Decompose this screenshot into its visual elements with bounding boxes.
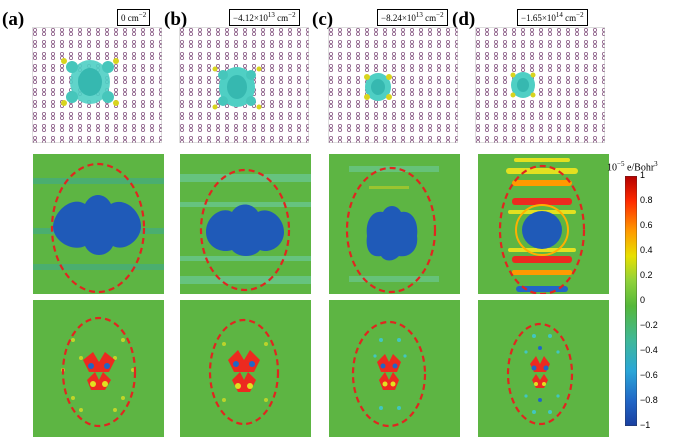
panel-label-b: (b) xyxy=(164,9,188,30)
concentration-exponent: −2 xyxy=(138,11,147,19)
concentration-unit-exponent: −2 xyxy=(436,11,444,19)
dots xyxy=(222,342,268,402)
panel-frame xyxy=(179,27,309,143)
density-map-d xyxy=(478,154,609,294)
panel-label-c: (c) xyxy=(312,9,334,30)
charge-isosurface xyxy=(364,73,392,101)
panel-frame xyxy=(475,27,605,143)
charge-redistribution xyxy=(83,352,115,390)
concentration-unit: cm xyxy=(274,13,289,23)
charge-isosurface xyxy=(212,66,262,110)
lattice-background xyxy=(475,27,605,143)
concentration-unit: cm xyxy=(562,13,577,23)
colorbar xyxy=(625,176,637,426)
panel-label-a: (a) xyxy=(2,9,25,30)
stripes xyxy=(180,174,311,284)
dots xyxy=(373,338,407,410)
concentration-unit-exponent: −2 xyxy=(288,11,296,19)
concentration-box-d: −1.65×1014 cm−2 xyxy=(517,9,588,26)
density-map-c xyxy=(329,154,460,294)
lattice-panel-a xyxy=(32,27,162,143)
density-blob xyxy=(366,206,418,261)
colorbar-tick-label: 0.2 xyxy=(640,270,653,280)
charge-redistribution xyxy=(530,346,550,402)
colorbar-tick-label: 0.8 xyxy=(640,195,653,205)
colorbar-gradient xyxy=(625,176,637,426)
dashed-ellipse xyxy=(345,166,437,294)
charge-redistribution xyxy=(228,350,260,392)
density-map-a xyxy=(33,154,164,294)
charge-isosurface xyxy=(61,58,119,106)
difference-map-c xyxy=(329,300,460,437)
density-blob xyxy=(53,195,141,255)
dashed-ellipse xyxy=(61,316,137,428)
density-map-b xyxy=(180,154,311,294)
difference-map-b xyxy=(180,300,311,437)
concentration-box-a: 0 cm−2 xyxy=(117,9,151,26)
colorbar-tick-label: 0.6 xyxy=(640,220,653,230)
colorbar-tick-label: −0.4 xyxy=(640,345,658,355)
panel-frame xyxy=(328,27,458,143)
concentration-value: −8.24×10 xyxy=(381,13,416,23)
colorbar-title-unit-exponent: 3 xyxy=(654,160,658,168)
lattice-panel-c xyxy=(328,27,458,143)
panel-frame xyxy=(32,27,162,143)
difference-map-d xyxy=(478,300,609,437)
density-blob xyxy=(522,211,562,249)
lattice-panel-b xyxy=(179,27,309,143)
concentration-value: −1.65×10 xyxy=(521,13,556,23)
concentration-exponent: 13 xyxy=(415,11,423,19)
concentration-value: 0 cm xyxy=(121,13,139,23)
density-blob xyxy=(206,204,284,256)
colorbar-tick-label: 0 xyxy=(640,295,646,305)
concentration-unit-exponent: −2 xyxy=(576,11,584,19)
colorbar-tick-label: 1 xyxy=(640,170,646,180)
colorbar-tick-label: −0.8 xyxy=(640,395,658,405)
colorbar-tick-label: −0.2 xyxy=(640,320,658,330)
dashed-ellipse xyxy=(506,322,574,426)
concentration-box-b: −4.12×1013 cm−2 xyxy=(229,9,300,26)
concentration-box-c: −8.24×1013 cm−2 xyxy=(377,9,448,26)
colorbar-title-unit: e/Bohr xyxy=(624,162,655,174)
charge-redistribution xyxy=(377,354,401,390)
colorbar-title-exponent: −5 xyxy=(617,160,625,168)
dashed-ellipse xyxy=(199,168,291,292)
dashed-ellipse xyxy=(208,318,280,426)
density-ring xyxy=(515,204,569,256)
colorbar-tick-label: −0.6 xyxy=(640,370,658,380)
colorbar-title-prefix: 10 xyxy=(607,162,617,174)
dots xyxy=(524,334,560,414)
colorbar-title: 10−5 e/Bohr3 xyxy=(607,160,658,173)
lattice-panel-d xyxy=(475,27,605,143)
colorbar-tick-label: 0.4 xyxy=(640,245,653,255)
dashed-ellipse xyxy=(351,320,427,428)
dashed-ellipse xyxy=(498,164,586,294)
charge-isosurface xyxy=(510,72,536,98)
lattice-background xyxy=(328,27,458,143)
difference-map-a xyxy=(33,300,164,437)
colorbar-tick-label: −1 xyxy=(640,420,651,430)
concentration-exponent: 13 xyxy=(267,11,275,19)
concentration-value: −4.12×10 xyxy=(233,13,268,23)
panel-label-d: (d) xyxy=(452,9,476,30)
dashed-ellipse xyxy=(50,162,146,294)
concentration-unit: cm xyxy=(422,13,437,23)
concentration-exponent: 14 xyxy=(555,11,563,19)
